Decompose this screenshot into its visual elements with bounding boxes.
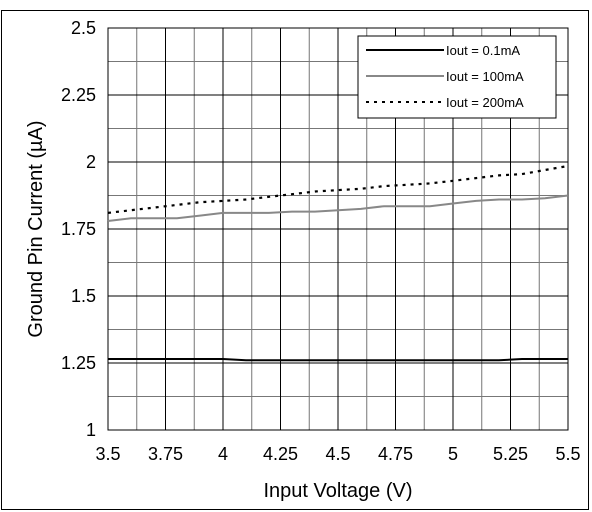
y-tick-label: 1.25	[61, 353, 96, 373]
series-line-2	[107, 194, 569, 222]
x-tick-label: 4.75	[378, 444, 413, 464]
x-tick-label: 5.25	[493, 444, 528, 464]
x-tick-label: 5.5	[555, 444, 580, 464]
plot-area-border	[107, 27, 569, 431]
legend-label-1: Iout = 0.1mA	[446, 43, 520, 58]
x-tick-label: 4	[218, 444, 228, 464]
x-tick-label: 4.25	[263, 444, 298, 464]
x-axis-label: Input Voltage (V)	[264, 480, 413, 502]
x-tick-label: 5	[448, 444, 458, 464]
series-line-3	[107, 164, 569, 214]
y-tick-label: 1	[86, 420, 96, 440]
x-tick-labels: 3.5 3.75 4 4.25 4.5 4.75 5 5.25 5.5	[95, 444, 580, 464]
x-tick-label: 3.75	[148, 444, 183, 464]
series-line-1	[108, 358, 568, 362]
y-axis-label: Ground Pin Current (µA)	[25, 120, 47, 337]
y-tick-label: 2.25	[61, 85, 96, 105]
figure-frame	[1, 10, 589, 510]
legend-label-2: Iout = 100mA	[446, 69, 524, 84]
y-tick-label: 2.5	[71, 18, 96, 38]
legend-label-3: Iout = 200mA	[446, 95, 524, 110]
legend: Iout = 0.1mA Iout = 100mA Iout = 200mA	[357, 35, 557, 119]
y-tick-label: 2	[86, 152, 96, 172]
x-tick-label: 4.5	[325, 444, 350, 464]
y-tick-label: 1.5	[71, 286, 96, 306]
y-tick-label: 1.75	[61, 219, 96, 239]
x-tick-label: 3.5	[95, 444, 120, 464]
y-tick-labels: 1 1.25 1.5 1.75 2 2.25 2.5	[61, 18, 96, 440]
series-layer	[107, 164, 569, 362]
